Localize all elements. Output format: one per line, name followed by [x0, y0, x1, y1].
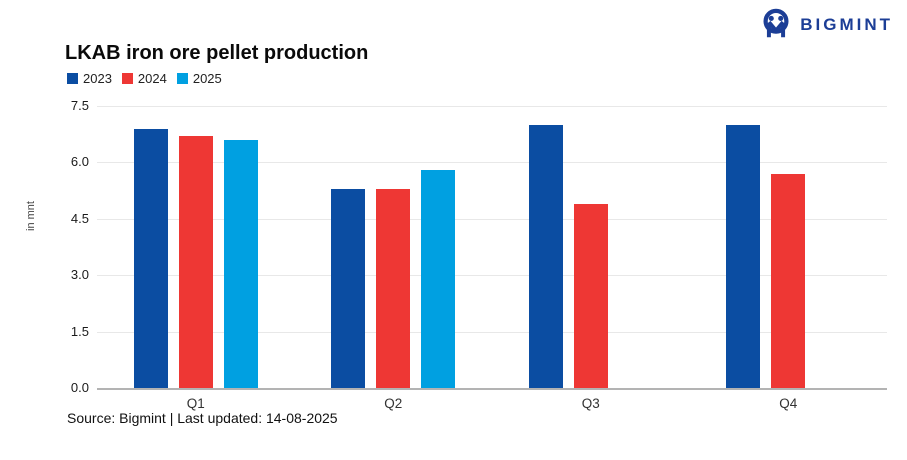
y-axis-tick-6.0: 6.0 [70, 154, 89, 170]
chart-title: LKAB iron ore pellet production [65, 42, 369, 64]
legend-label-2025: 2025 [192, 71, 222, 86]
bar-2024-q2 [376, 188, 411, 388]
gridline-7.5 [97, 106, 887, 107]
bigmint-logo-text: BIGMINT [800, 15, 893, 34]
gridline-6.0 [97, 162, 887, 164]
legend-label-2024: 2024 [137, 71, 167, 86]
y-axis-tick-3.0: 3.0 [70, 267, 89, 283]
y-axis-unit-label: in mnt [24, 201, 37, 231]
bar-2024-q3 [573, 203, 608, 388]
x-axis-label-q1: Q1 [186, 396, 205, 411]
bar-2024-q4 [771, 173, 806, 388]
y-axis-tick-7.5: 7.5 [70, 98, 89, 113]
bar-2023-q4 [726, 124, 761, 388]
plot-area: 0.0 1.5 3.0 4.5 6.0 7.5 Q1 Q2 Q3 Q4 [71, 98, 887, 411]
legend-item-2023: 2023 [67, 71, 112, 86]
legend-item-2025: 2025 [176, 71, 222, 86]
source-caption: Source: Bigmint | Last updated: 14-08-20… [67, 410, 338, 426]
gridline-3.0 [97, 275, 887, 277]
x-axis-label-q2: Q2 [384, 396, 403, 411]
y-axis-tick-0.0: 0.0 [70, 380, 89, 395]
legend-swatch-2025 [176, 73, 188, 84]
gridline-1.5 [97, 331, 887, 333]
bar-2023-q1 [133, 128, 168, 388]
bar-2025-q2 [421, 169, 456, 388]
x-axis-label-q4: Q4 [779, 396, 798, 411]
legend-swatch-2024 [121, 73, 133, 84]
legend-item-2024: 2024 [121, 71, 167, 86]
bar-2023-q3 [528, 124, 563, 388]
chart-legend: 2023 2024 2025 [67, 71, 222, 86]
legend-label-2023: 2023 [83, 71, 112, 86]
bigmint-logo: BIGMINT [759, 8, 893, 42]
legend-swatch-2023 [67, 73, 78, 84]
bar-2025-q1 [223, 139, 258, 388]
y-axis-tick-1.5: 1.5 [70, 323, 89, 339]
bigmint-logo-icon [763, 8, 789, 38]
x-axis-label-q3: Q3 [581, 396, 600, 411]
bar-2023-q2 [331, 188, 366, 388]
y-axis-tick-4.5: 4.5 [70, 210, 89, 226]
bar-2024-q1 [178, 136, 213, 388]
gridline-4.5 [97, 218, 887, 220]
